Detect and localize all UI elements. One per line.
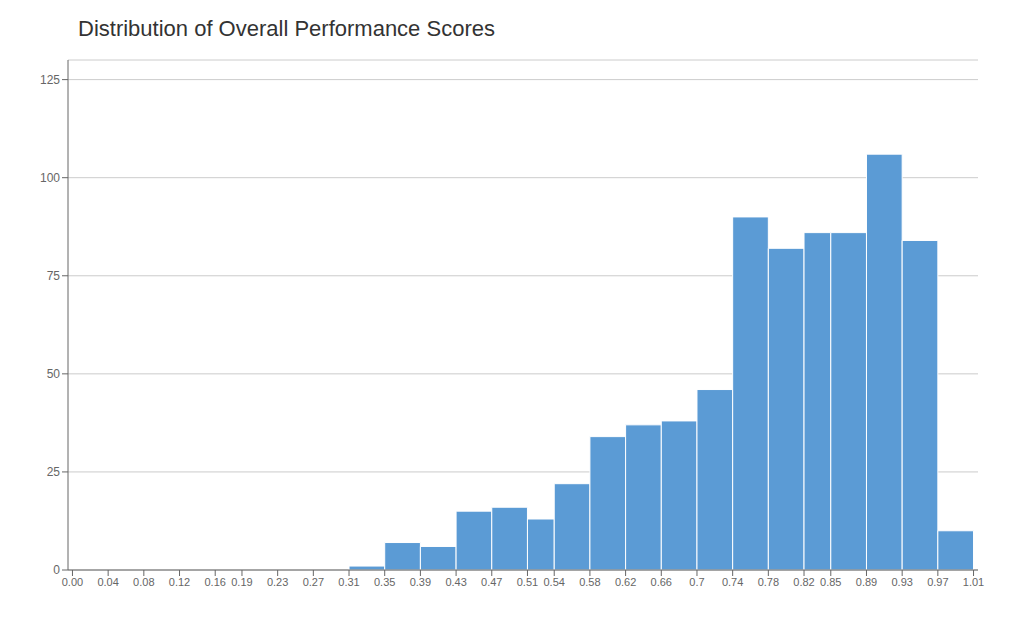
svg-text:1.01: 1.01 bbox=[963, 576, 984, 588]
html-text:Distribution of Overall Perfor: Distribution of Overall Performance Scor… bbox=[78, 16, 495, 41]
svg-text:0: 0 bbox=[53, 563, 60, 577]
svg-text:0.51: 0.51 bbox=[517, 576, 538, 588]
svg-text:0.04: 0.04 bbox=[97, 576, 118, 588]
svg-text:50: 50 bbox=[47, 367, 61, 381]
svg-text:0.74: 0.74 bbox=[722, 576, 743, 588]
svg-text:75: 75 bbox=[47, 269, 61, 283]
svg-text:0.54: 0.54 bbox=[544, 576, 565, 588]
svg-text:0.7: 0.7 bbox=[689, 576, 704, 588]
svg-text:100: 100 bbox=[40, 171, 60, 185]
svg-text:0.35: 0.35 bbox=[374, 576, 395, 588]
svg-text:0.78: 0.78 bbox=[758, 576, 779, 588]
svg-text:0.12: 0.12 bbox=[169, 576, 190, 588]
svg-text:0.39: 0.39 bbox=[410, 576, 431, 588]
svg-text:0.27: 0.27 bbox=[303, 576, 324, 588]
svg-text:0.19: 0.19 bbox=[231, 576, 252, 588]
svg-text:0.16: 0.16 bbox=[204, 576, 225, 588]
svg-text:0.58: 0.58 bbox=[579, 576, 600, 588]
svg-text:0.89: 0.89 bbox=[856, 576, 877, 588]
svg-text:0.47: 0.47 bbox=[481, 576, 502, 588]
svg-text:0.43: 0.43 bbox=[445, 576, 466, 588]
svg-text:0.62: 0.62 bbox=[615, 576, 636, 588]
svg-text:0.00: 0.00 bbox=[62, 576, 83, 588]
svg-text:0.97: 0.97 bbox=[927, 576, 948, 588]
svg-text:0.82: 0.82 bbox=[793, 576, 814, 588]
svg-text:0.08: 0.08 bbox=[133, 576, 154, 588]
svg-text:25: 25 bbox=[47, 465, 61, 479]
svg-text:0.66: 0.66 bbox=[651, 576, 672, 588]
svg-text:0.93: 0.93 bbox=[891, 576, 912, 588]
svg-text:0.23: 0.23 bbox=[267, 576, 288, 588]
svg-text:0.85: 0.85 bbox=[820, 576, 841, 588]
svg-text:0.31: 0.31 bbox=[338, 576, 359, 588]
svg-text:125: 125 bbox=[40, 73, 60, 87]
